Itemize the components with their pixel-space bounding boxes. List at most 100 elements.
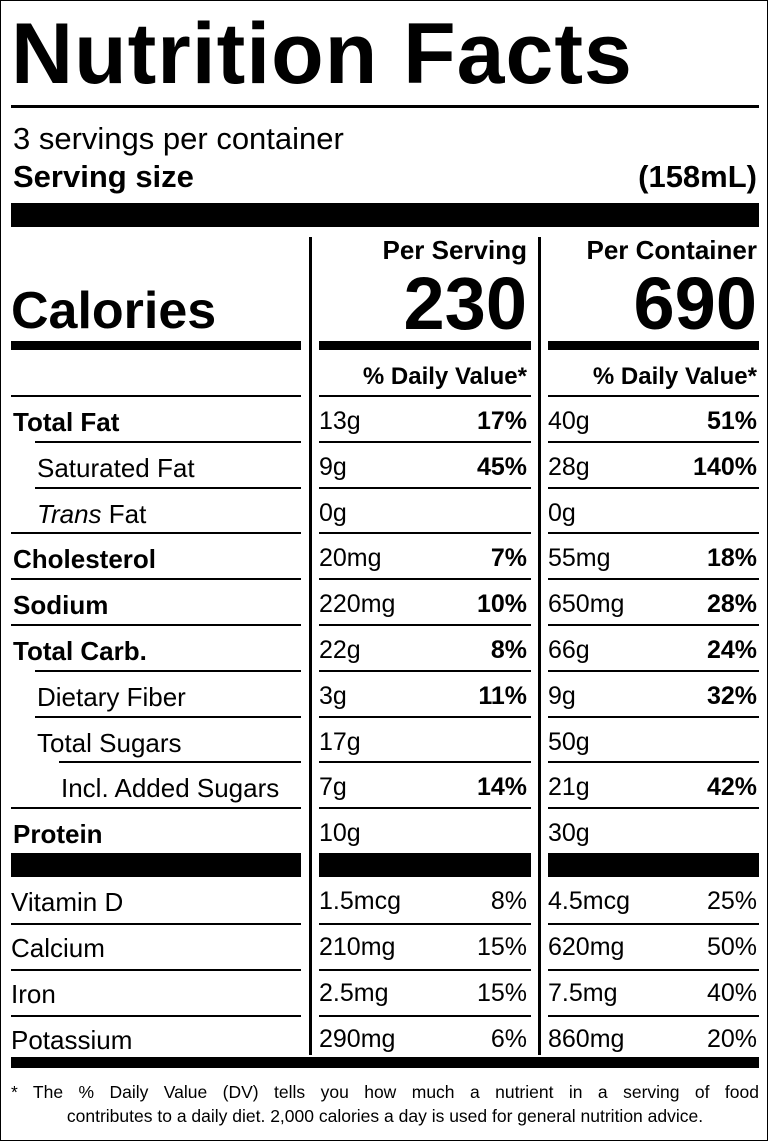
vitamin-per-container-amount: 4.5mcg	[548, 887, 630, 915]
row-rule-serving	[319, 578, 531, 581]
calories-bar-mid	[319, 341, 531, 350]
vitamin-rule-name	[11, 1015, 301, 1017]
vitamin-per-container-dv: 25%	[706, 887, 757, 915]
vitamin-bar-left	[11, 853, 301, 877]
row-rule-container	[548, 532, 759, 535]
row-rule-container	[548, 807, 759, 810]
nutrient-name: Dietary Fiber	[37, 684, 186, 710]
column-divider-2	[538, 237, 541, 1055]
nutrient-name-italic: Trans	[37, 498, 102, 529]
vitamin-name: Potassium	[11, 1025, 133, 1055]
per-serving-amount: 22g	[319, 636, 361, 664]
calories-bar-right	[548, 341, 759, 350]
row-rule-serving	[319, 761, 531, 764]
serving-size-label: Serving size	[13, 159, 194, 194]
nutrient-name: Sodium	[13, 592, 108, 618]
vitamin-name: Iron	[11, 979, 56, 1009]
per-container-amount: 55mg	[548, 544, 611, 573]
nutrient-name-text: Total Sugars	[37, 727, 182, 758]
nutrient-name-text: Cholesterol	[13, 544, 157, 575]
per-serving-amount: 13g	[319, 407, 361, 435]
calories-bar-left	[11, 341, 301, 350]
vitamin-rule-serving	[319, 1015, 531, 1017]
row-rule-container	[548, 624, 759, 626]
vitamin-per-container-amount: 7.5mg	[548, 979, 618, 1007]
calories-per-container: 690	[633, 262, 757, 345]
per-serving-label: Per Serving	[382, 235, 527, 265]
per-container-dv: 42%	[706, 773, 757, 802]
row-rule-name	[11, 395, 301, 397]
nutrient-name-text: Incl. Added Sugars	[61, 773, 280, 804]
servings-per-container: 3 servings per container	[13, 121, 344, 156]
vitamin-per-serving-amount: 2.5mg	[319, 979, 389, 1007]
vitamin-name: Vitamin D	[11, 887, 124, 917]
row-rule-name	[11, 807, 301, 810]
daily-value-header-serving: % Daily Value*	[362, 363, 527, 390]
row-rule-serving	[319, 807, 531, 810]
per-container-dv: 24%	[706, 636, 757, 664]
vitamin-bar-right	[548, 853, 759, 877]
per-container-amount: 21g	[548, 773, 590, 802]
vitamin-rule-name	[11, 923, 301, 925]
per-container-amount: 30g	[548, 819, 590, 848]
per-serving-dv: 10%	[476, 590, 527, 619]
row-rule-name	[11, 532, 301, 535]
per-serving-amount: 3g	[319, 681, 347, 710]
per-serving-amount: 220mg	[319, 590, 396, 619]
nutrient-name: Total Sugars	[37, 730, 182, 756]
label-title: Nutrition Facts	[11, 6, 633, 102]
vitamin-per-container-dv: 50%	[706, 933, 757, 961]
row-rule-name	[59, 761, 301, 764]
per-serving-dv: 17%	[476, 407, 527, 435]
daily-value-header-container: % Daily Value*	[592, 363, 757, 390]
row-rule-serving	[319, 395, 531, 397]
per-serving-amount: 9g	[319, 452, 347, 481]
per-serving-amount: 20mg	[319, 544, 382, 573]
footnote-line-2: contributes to a daily diet. 2,000 calor…	[66, 1106, 704, 1126]
nutrient-name-text: Protein	[13, 819, 103, 850]
row-rule-serving	[319, 532, 531, 535]
vitamin-per-serving-dv: 8%	[490, 887, 527, 915]
per-container-label: Per Container	[586, 235, 758, 265]
row-rule-name	[11, 624, 301, 626]
row-rule-container	[548, 486, 759, 489]
vitamin-per-serving-amount: 290mg	[319, 1025, 396, 1053]
per-serving-amount: 0g	[319, 498, 347, 527]
nutrient-name: Saturated Fat	[37, 455, 195, 481]
vitamin-rule-name	[11, 969, 301, 971]
nutrient-name: Protein	[13, 821, 103, 847]
calories-label: Calories	[11, 282, 217, 340]
vitamin-bar-mid	[319, 853, 531, 877]
vitamin-per-serving-dv: 15%	[476, 979, 527, 1007]
per-serving-dv: 8%	[490, 636, 527, 664]
per-container-dv: 51%	[706, 407, 757, 435]
footnote-line-1: * The % Daily Value (DV) tells you how m…	[11, 1082, 759, 1102]
vitamin-per-serving-dv: 6%	[490, 1025, 527, 1053]
per-serving-dv: 7%	[490, 544, 527, 573]
per-container-dv: 32%	[706, 681, 757, 710]
thick-divider-bottom	[11, 1057, 759, 1068]
row-rule-container	[548, 578, 759, 581]
row-rule-serving	[319, 669, 531, 672]
vitamin-rule-serving	[319, 923, 531, 925]
nutrient-name-text: Dietary Fiber	[37, 681, 186, 712]
nutrient-name: Cholesterol	[13, 546, 156, 572]
nutrient-name: Total Fat	[13, 409, 119, 435]
row-rule-container	[548, 395, 759, 397]
row-rule-name	[35, 715, 301, 718]
nutrient-name-text: Fat	[101, 498, 147, 529]
per-container-dv: 28%	[706, 590, 757, 619]
row-rule-serving	[319, 486, 531, 489]
per-container-dv: 140%	[693, 452, 757, 481]
per-serving-amount: 10g	[319, 819, 361, 848]
per-serving-dv: 45%	[476, 452, 527, 481]
vitamin-per-container-dv: 40%	[706, 979, 757, 1007]
column-divider-1	[309, 237, 312, 1055]
nutrient-name: Trans Fat	[37, 501, 146, 527]
nutrient-name-text: Saturated Fat	[37, 452, 195, 483]
row-rule-name	[35, 486, 301, 489]
title-rule	[11, 105, 759, 108]
vitamin-rule-container	[548, 969, 759, 971]
nutrient-name-text: Total Fat	[13, 407, 120, 437]
per-container-amount: 28g	[548, 452, 590, 481]
